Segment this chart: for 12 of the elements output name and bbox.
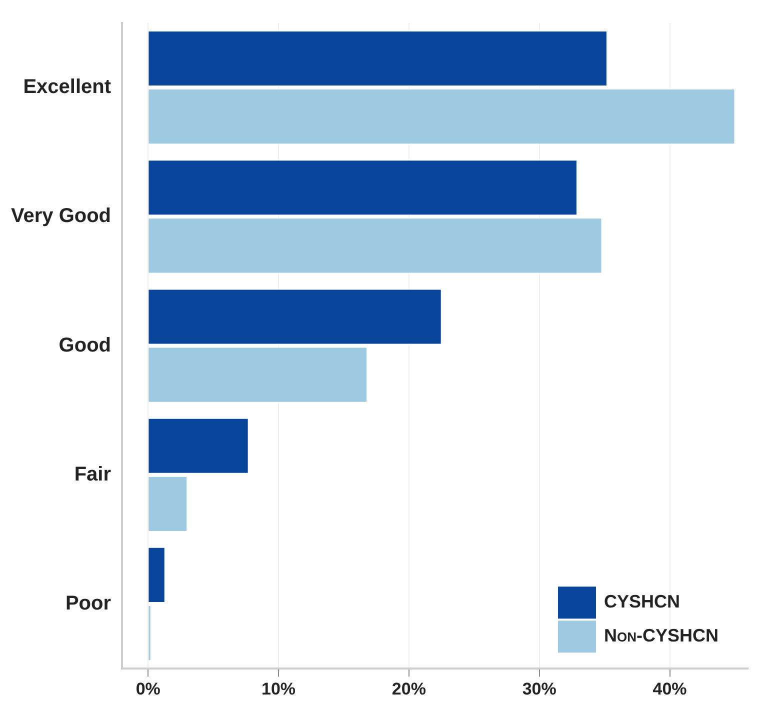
x-tick-label: 10% — [262, 679, 296, 698]
legend-label: CYSHCN — [604, 592, 680, 612]
x-tick-label: 0% — [136, 679, 160, 698]
y-tick-label: Good — [58, 334, 112, 356]
legend-label: Non-CYSHCN — [604, 626, 719, 646]
x-tick-label: 30% — [522, 679, 556, 698]
y-tick-label: Excellent — [23, 76, 112, 98]
x-tick-label: 40% — [652, 679, 687, 698]
y-tick-label: Very Good — [11, 205, 112, 228]
y-tick-label: Fair — [74, 463, 112, 486]
y-tick-label: Poor — [65, 592, 112, 615]
x-tick-label: 20% — [392, 679, 426, 698]
